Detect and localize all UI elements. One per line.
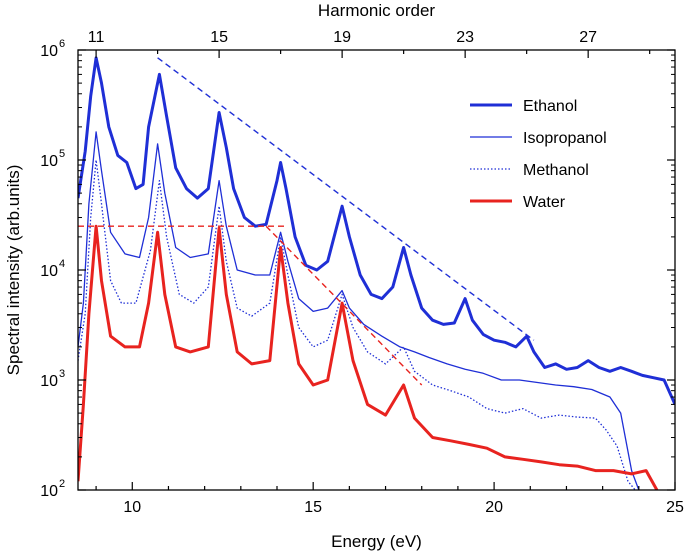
y-tick-label: 10 xyxy=(40,263,58,280)
series-line-water xyxy=(78,224,659,490)
top-tick-label: 15 xyxy=(210,29,228,46)
y-tick-label: 10 xyxy=(40,43,58,60)
legend: Ethanol Isopropanol Methanol Water xyxy=(470,98,607,211)
y-tick-exponent: 3 xyxy=(59,368,65,380)
y-axis-label: Spectral intensity (arb.units) xyxy=(4,165,23,376)
x-tick-label: 20 xyxy=(485,499,503,516)
legend-label-water: Water xyxy=(523,194,566,211)
y-tick-label: 10 xyxy=(40,373,58,390)
legend-label-methanol: Methanol xyxy=(523,162,589,179)
top-axis-label: Harmonic order xyxy=(318,1,435,20)
x-tick-label: 15 xyxy=(304,499,322,516)
guide-line-3 xyxy=(265,225,423,386)
y-tick-label: 10 xyxy=(40,483,58,500)
x-axis-label: Energy (eV) xyxy=(331,532,422,551)
x-tick-label: 25 xyxy=(666,499,684,516)
y-tick-exponent: 5 xyxy=(59,148,65,160)
series-layer xyxy=(78,56,675,490)
legend-label-ethanol: Ethanol xyxy=(523,98,577,115)
series-line-methanol xyxy=(78,159,636,490)
top-tick-label: 23 xyxy=(456,29,474,46)
x-tick-label: 10 xyxy=(123,499,141,516)
top-tick-label: 19 xyxy=(333,29,351,46)
guide-line-1 xyxy=(157,57,535,341)
y-tick-exponent: 6 xyxy=(59,38,65,50)
legend-label-isopropanol: Isopropanol xyxy=(523,130,607,147)
series-line-ethanol xyxy=(78,56,675,406)
top-tick-label: 27 xyxy=(579,29,597,46)
top-tick-label: 11 xyxy=(88,29,105,46)
series-line-isopropanol xyxy=(78,131,640,490)
y-tick-exponent: 2 xyxy=(59,478,65,490)
y-tick-exponent: 4 xyxy=(59,258,65,270)
y-tick-label: 10 xyxy=(40,153,58,170)
guide-line-layer xyxy=(78,57,535,386)
